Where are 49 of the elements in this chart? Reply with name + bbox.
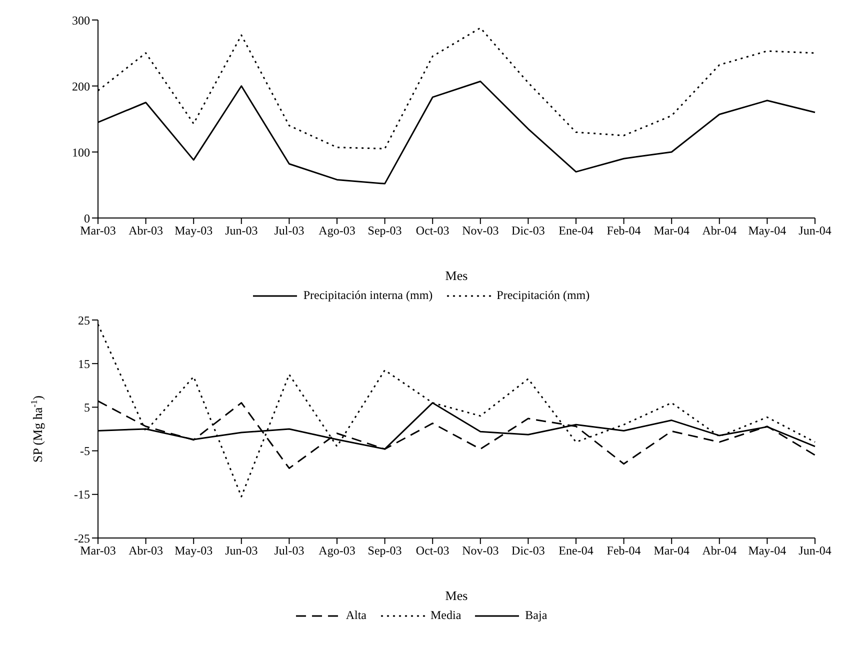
- x-tick-label: Feb-04: [606, 544, 641, 558]
- x-tick-label: Jul-03: [274, 224, 304, 238]
- x-tick-label: Oct-03: [416, 224, 450, 238]
- x-tick-label: Nov-03: [462, 224, 499, 238]
- x-tick-label: Sep-03: [368, 544, 402, 558]
- x-tick-label: Jul-03: [274, 544, 304, 558]
- y-tick-label: 0: [84, 211, 90, 226]
- legend-label: Precipitación (mm): [496, 288, 590, 303]
- x-tick-label: Abr-04: [702, 224, 737, 238]
- y-tick-label: -5: [80, 444, 90, 458]
- x-tick-label: May-03: [174, 544, 213, 558]
- x-tick-label: May-04: [748, 224, 786, 238]
- y-tick-label: 200: [72, 79, 90, 94]
- x-tick-label: Nov-03: [462, 544, 499, 558]
- legend-label: Media: [430, 608, 462, 623]
- x-tick-label: Mar-03: [80, 544, 116, 558]
- x-tick-label: Ene-04: [558, 224, 594, 238]
- x-tick-label: Jun-03: [225, 224, 258, 238]
- y-tick-label: -25: [74, 531, 90, 546]
- x-tick-label: Mar-04: [654, 544, 690, 558]
- x-axis-title: Mes: [445, 268, 468, 283]
- x-tick-label: May-04: [748, 544, 786, 558]
- y-tick-label: -15: [74, 488, 90, 502]
- y-tick-label: 300: [72, 13, 90, 28]
- legend-label: Alta: [344, 608, 366, 623]
- x-tick-label: Feb-04: [606, 224, 641, 238]
- legend-label: Precipitación interna (mm): [302, 288, 433, 303]
- x-tick-label: Mar-04: [654, 224, 690, 238]
- x-tick-label: Abr-03: [128, 544, 164, 558]
- x-tick-label: Ene-04: [558, 544, 594, 558]
- x-tick-label: Abr-04: [702, 544, 737, 558]
- x-tick-label: Jun-04: [798, 544, 832, 558]
- x-tick-label: Ago-03: [318, 544, 356, 558]
- x-axis-title: Mes: [445, 588, 468, 603]
- x-tick-label: Jun-04: [798, 224, 832, 238]
- x-tick-label: Dic-03: [512, 544, 545, 558]
- y-tick-label: 100: [72, 145, 90, 160]
- y-tick-label: 15: [78, 356, 90, 371]
- x-tick-label: Abr-03: [128, 224, 164, 238]
- x-tick-label: Dic-03: [512, 224, 545, 238]
- x-tick-label: Sep-03: [368, 224, 402, 238]
- legend-label: Baja: [524, 608, 548, 623]
- y-tick-label: 25: [78, 313, 90, 328]
- y-tick-label: 5: [84, 400, 90, 414]
- x-tick-label: Jun-03: [225, 544, 258, 558]
- x-tick-label: Ago-03: [318, 224, 356, 238]
- x-tick-label: Oct-03: [416, 544, 450, 558]
- x-tick-label: Mar-03: [80, 224, 116, 238]
- x-tick-label: May-03: [174, 224, 213, 238]
